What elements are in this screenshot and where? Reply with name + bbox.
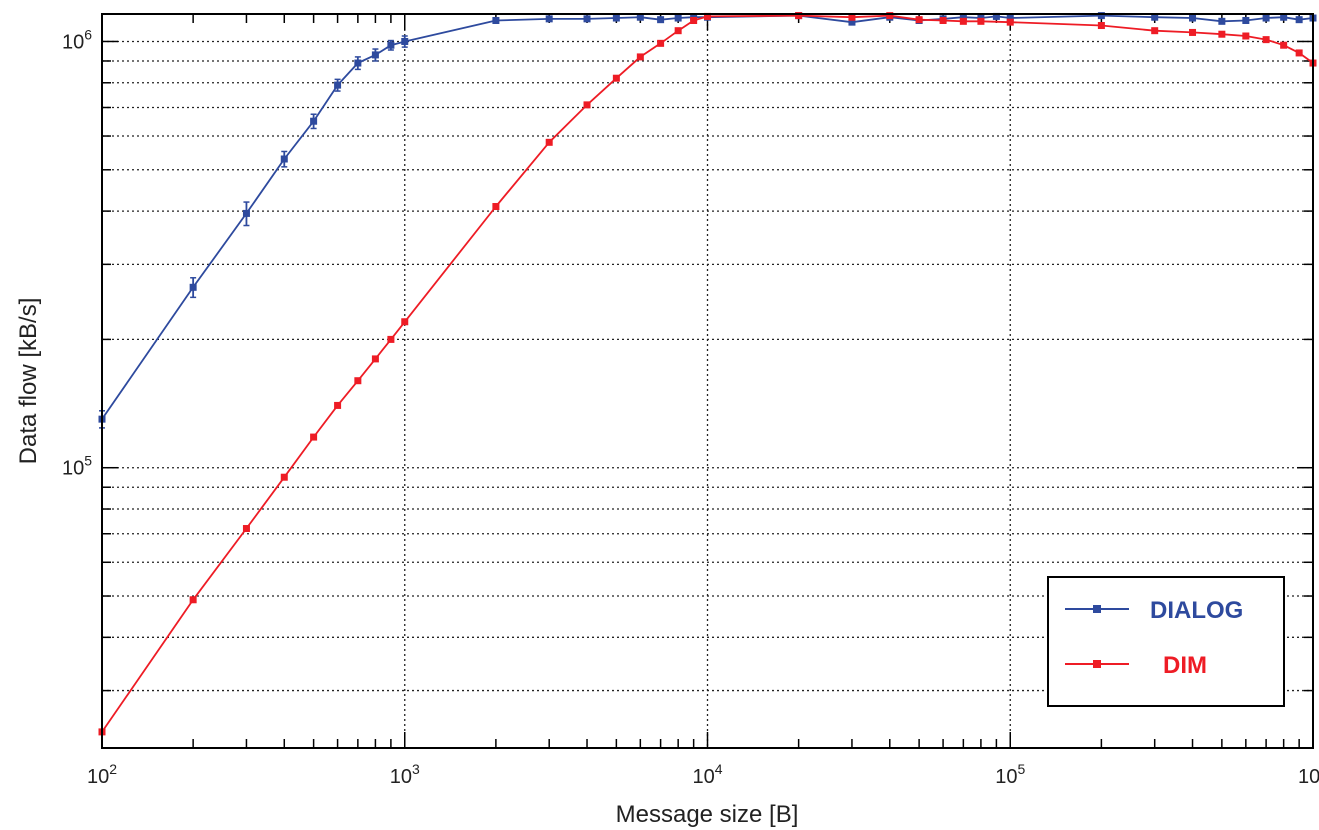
tick-labels: 102103104105106105106 (62, 26, 1319, 788)
data-point-dialog (1006, 14, 1014, 22)
data-point-dialog (371, 51, 379, 59)
x-tick-label-base: 10 (390, 766, 412, 788)
data-point-dialog (1295, 16, 1303, 24)
data-point-dim (371, 355, 379, 363)
data-point-dialog (492, 16, 500, 24)
data-point-dim (886, 12, 894, 20)
x-tick-label-exponent: 2 (109, 761, 117, 777)
data-point-dim (1006, 18, 1014, 26)
data-point-dialog (354, 59, 362, 67)
data-point-dim (848, 13, 856, 21)
data-point-dialog (1218, 17, 1226, 25)
data-point-dim (657, 39, 665, 47)
legend-marker-dialog (1093, 605, 1101, 613)
data-point-dim (387, 335, 395, 343)
data-point-dialog (583, 15, 591, 23)
data-point-dim (1262, 36, 1270, 44)
x-tick-label-base: 10 (692, 766, 714, 788)
data-point-dim (1189, 28, 1197, 36)
x-tick-label-base: 10 (995, 766, 1017, 788)
data-point-dialog (674, 14, 682, 22)
y-tick-label-base: 10 (62, 31, 84, 53)
data-point-dim (310, 433, 318, 441)
y-tick-label: 105 (62, 453, 92, 480)
data-point-dim (612, 74, 620, 82)
data-point-dim (795, 12, 803, 20)
plot-frame (101, 13, 1314, 749)
x-tick-label-exponent: 3 (412, 761, 420, 777)
x-tick-label-exponent: 5 (1017, 761, 1025, 777)
x-tick-label-base: 10 (87, 766, 109, 788)
data-point-dim (334, 401, 342, 409)
x-tick-label-exponent: 4 (715, 761, 723, 777)
legend-label-dialog: DIALOG (1150, 597, 1243, 624)
data-point-dim (242, 525, 250, 533)
data-point-dim (401, 318, 409, 326)
data-point-dialog (636, 13, 644, 21)
data-point-dialog (401, 37, 409, 45)
data-point-dim (704, 12, 711, 20)
x-tick-label-base: 10 (1298, 766, 1319, 788)
data-point-dialog (848, 18, 856, 26)
data-point-dialog (387, 41, 395, 49)
data-point-dim (1242, 32, 1250, 40)
data-point-dim (636, 53, 644, 61)
data-point-dim (280, 473, 288, 481)
data-point-dim (354, 377, 362, 385)
data-point-dim (545, 138, 553, 146)
data-point-dim (583, 101, 591, 109)
data-point-dim (1295, 49, 1303, 57)
data-point-dialog (1151, 13, 1159, 21)
x-tick-label: 106 (1298, 761, 1319, 788)
data-point-dialog (545, 15, 553, 23)
y-axis-title: Data flow [kB/s] (15, 298, 42, 465)
data-point-dim (915, 16, 923, 24)
data-point-dialog (310, 117, 318, 125)
legend-marker-dim (1093, 660, 1101, 668)
data-point-dim (1097, 22, 1105, 30)
data-point-dim (1218, 30, 1226, 38)
data-point-dialog (612, 14, 620, 22)
data-point-dim (977, 17, 985, 25)
data-point-dialog (334, 81, 342, 89)
data-point-dim (189, 596, 197, 604)
x-tick-label: 105 (995, 761, 1025, 788)
data-point-dialog (280, 155, 288, 163)
data-point-dim (674, 27, 682, 35)
data-point-dialog (189, 283, 197, 291)
data-point-dialog (1242, 16, 1250, 24)
data-point-dialog (1280, 13, 1288, 21)
data-point-dialog (1097, 12, 1105, 20)
data-point-dim (690, 16, 698, 24)
legend-label-dim: DIM (1163, 652, 1207, 679)
data-point-dialog (992, 12, 1000, 20)
data-point-dialog (242, 209, 250, 217)
series-line-dim (101, 14, 1314, 733)
y-tick-label: 106 (62, 26, 92, 53)
x-axis-title: Message size [B] (616, 801, 799, 828)
data-point-dialog (959, 13, 967, 21)
data-point-dialog (1189, 14, 1197, 22)
data-point-dialog (657, 16, 665, 24)
data-point-dialog (1262, 14, 1270, 22)
data-point-dim (1151, 27, 1159, 35)
legend-box (1047, 576, 1285, 707)
y-tick-label-exponent: 6 (84, 26, 92, 42)
data-point-dim (1280, 41, 1288, 49)
x-tick-label: 104 (692, 761, 722, 788)
data-point-dim (939, 16, 947, 24)
legend: DIALOG DIM (1047, 576, 1285, 707)
data-point-dim (492, 203, 500, 211)
data-point-dim (959, 17, 967, 25)
x-tick-label: 102 (87, 761, 117, 788)
x-tick-label: 103 (390, 761, 420, 788)
y-tick-label-exponent: 5 (84, 453, 92, 469)
y-tick-label-base: 10 (62, 458, 84, 480)
